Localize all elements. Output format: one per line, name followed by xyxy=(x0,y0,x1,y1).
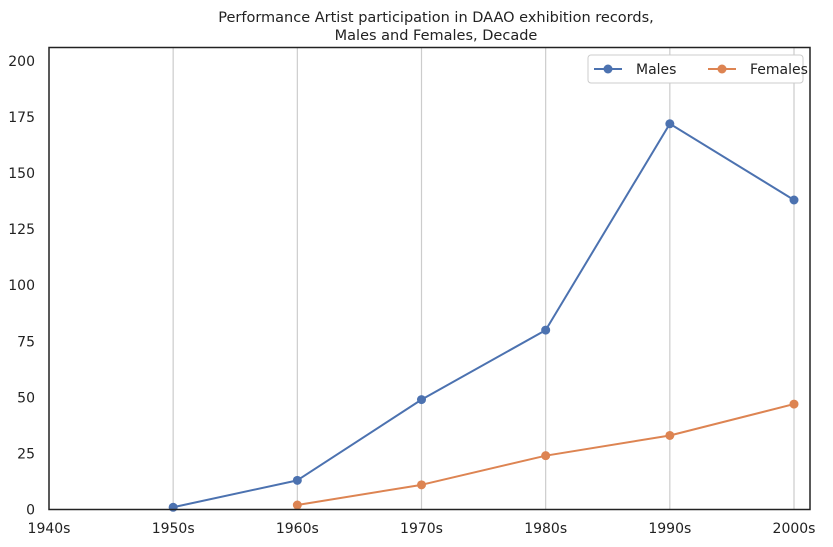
data-point-males-1980s xyxy=(541,325,551,335)
data-point-females-2000s xyxy=(789,399,799,409)
y-tick-label: 125 xyxy=(8,222,35,238)
data-point-females-1990s xyxy=(665,430,675,440)
chart-title-line-1: Performance Artist participation in DAAO… xyxy=(218,10,654,26)
data-point-females-1960s xyxy=(292,500,302,510)
data-point-males-2000s xyxy=(789,195,799,205)
y-tick-label: 0 xyxy=(26,503,35,519)
x-tick-label: 1950s xyxy=(152,521,195,537)
y-tick-label: 100 xyxy=(8,278,35,294)
y-tick-label: 75 xyxy=(17,334,35,350)
legend: Males Females xyxy=(587,54,808,84)
data-point-males-1970s xyxy=(417,395,426,405)
chart-title-line-2: Males and Females, Decade xyxy=(335,28,538,44)
series-layer xyxy=(168,119,799,512)
legend-box xyxy=(587,54,804,84)
y-tick-label: 175 xyxy=(8,110,35,126)
series-line-males xyxy=(172,122,795,509)
x-tick-label: 1980s xyxy=(524,521,567,537)
x-tick-label: 1960s xyxy=(276,521,319,537)
y-tick-label: 25 xyxy=(17,446,35,462)
plot-frame xyxy=(48,46,811,511)
x-tick-label: 1970s xyxy=(400,521,443,537)
y-tick-label: 200 xyxy=(8,54,35,70)
x-tick-label: 1940s xyxy=(28,521,71,537)
data-point-males-1950s xyxy=(168,502,178,512)
y-axis-ticks: 0 25 50 75 100 125 150 175 200 xyxy=(8,54,35,519)
legend-swatch-marker xyxy=(603,64,613,74)
legend-label: Females xyxy=(750,62,808,78)
y-tick-label: 50 xyxy=(17,390,35,406)
series-females xyxy=(292,399,799,510)
x-axis-ticks: 1940s 1950s 1960s 1970s 1980s 1990s 2000s xyxy=(28,521,816,537)
legend-item-females: Females xyxy=(708,62,808,78)
legend-label: Males xyxy=(636,62,676,78)
y-tick-label: 150 xyxy=(8,166,35,182)
data-point-males-1960s xyxy=(292,475,302,485)
x-tick-label: 1990s xyxy=(648,521,691,537)
grid-lines xyxy=(172,47,795,510)
data-point-females-1970s xyxy=(417,480,426,490)
data-point-females-1980s xyxy=(541,451,551,461)
legend-swatch-marker xyxy=(717,64,727,74)
data-point-males-1990s xyxy=(665,119,675,129)
x-tick-label: 2000s xyxy=(773,521,816,537)
series-males xyxy=(168,119,799,512)
legend-item-males: Males xyxy=(594,62,676,78)
